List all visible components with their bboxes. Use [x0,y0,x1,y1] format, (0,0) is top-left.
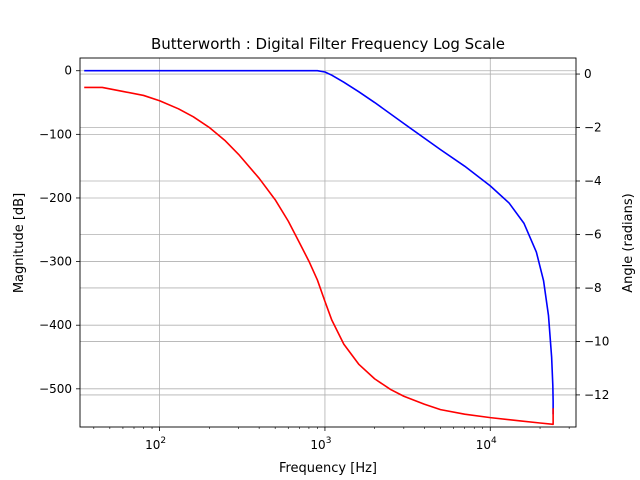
right-tick-label: −8 [584,281,602,295]
right-tick-label: −10 [584,334,609,348]
chart-title: Butterworth : Digital Filter Frequency L… [151,35,505,53]
left-axis-label: Magnitude [dB] [12,193,27,293]
right-tick-label: −12 [584,388,609,402]
left-tick-label: −400 [39,318,72,332]
grid [80,58,576,427]
right-tick-label: 0 [584,67,592,81]
left-tick-label: −500 [39,382,72,396]
x-axis-label: Frequency [Hz] [279,461,377,476]
left-tick-label: −200 [39,191,72,205]
angle-series-line [84,86,554,426]
x-tick-label-exponent: 3 [326,436,332,446]
x-tick-label-exponent: 4 [491,436,497,446]
right-tick-label: −4 [584,174,602,188]
left-tick-label: 0 [64,64,72,78]
plot-frame [79,57,577,428]
left-tick-label: −300 [39,255,72,269]
left-tick-label: −100 [39,127,72,141]
magnitude-series-line [84,69,554,415]
right-tick-label: −2 [584,121,602,135]
series-layer [84,69,554,426]
right-axis-label: Angle (radians) [621,193,636,292]
right-tick-label: −6 [584,227,602,241]
x-tick-label-exponent: 2 [160,436,166,446]
